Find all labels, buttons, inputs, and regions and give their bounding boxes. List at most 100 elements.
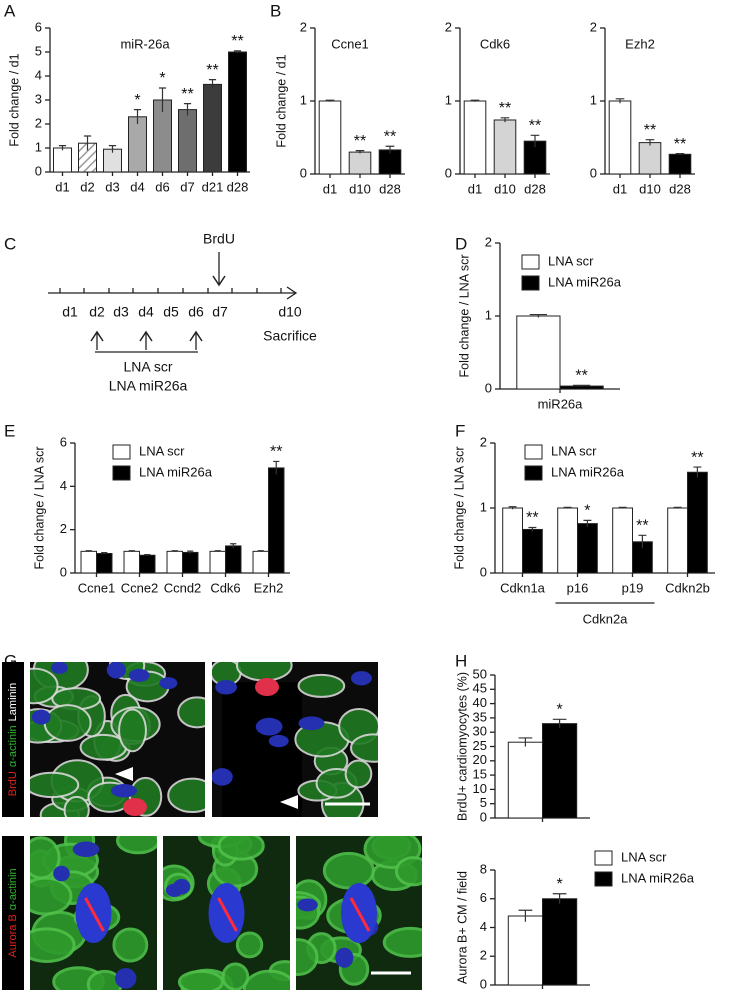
error-bar bbox=[144, 553, 151, 556]
y-tick-label: 6 bbox=[35, 19, 42, 34]
legend-label: LNA miR26a bbox=[548, 274, 622, 289]
y-tick-label: 8 bbox=[480, 861, 487, 876]
myocyte bbox=[344, 759, 373, 789]
micrograph bbox=[30, 662, 205, 817]
bar bbox=[463, 100, 487, 175]
error-bar bbox=[638, 534, 647, 549]
error-bar bbox=[208, 79, 217, 90]
nucleus bbox=[31, 709, 51, 725]
myocyte bbox=[177, 969, 224, 990]
significance-label: * bbox=[556, 702, 562, 719]
legend-label: LNA scr bbox=[621, 849, 667, 864]
bar bbox=[178, 109, 197, 173]
y-tick-label: 1 bbox=[445, 92, 452, 107]
y-tick-label: 10 bbox=[473, 781, 487, 796]
myocyte bbox=[30, 927, 76, 963]
significance-label: ** bbox=[529, 118, 541, 135]
error-bar bbox=[675, 152, 685, 156]
myocyte bbox=[43, 704, 92, 742]
x-tick-label: Ccne1 bbox=[78, 580, 116, 595]
micrograph-content bbox=[30, 662, 205, 817]
x-tick-label: d10 bbox=[349, 181, 371, 196]
timeline-diagram: BrdU Sacrifice LNA scr LNA miR26a bbox=[48, 231, 317, 394]
micrograph-content bbox=[296, 836, 422, 990]
significance-label: ** bbox=[270, 444, 282, 461]
error-bar bbox=[518, 909, 533, 922]
nucleus bbox=[110, 784, 138, 798]
chart-title: Cdk6 bbox=[480, 36, 510, 51]
myocyte bbox=[235, 662, 293, 682]
error-bar bbox=[552, 893, 567, 904]
bar bbox=[123, 550, 140, 574]
y-tick-label: 30 bbox=[473, 724, 487, 739]
stain-name: BrdU bbox=[7, 771, 19, 796]
x-tick-label: d3 bbox=[105, 179, 119, 194]
panel-letter: A bbox=[4, 1, 16, 20]
y-tick-label: 0 bbox=[590, 165, 597, 180]
y-tick-label: 2 bbox=[590, 19, 597, 34]
stain-name: Aurora B bbox=[7, 914, 19, 957]
error-bar bbox=[214, 550, 221, 552]
y-tick-label: 3 bbox=[35, 91, 42, 106]
y-axis-label: Aurora B+ CM / field bbox=[455, 871, 469, 984]
x-tick-label: d28 bbox=[669, 181, 691, 196]
injection-arrowhead bbox=[90, 330, 104, 342]
myocyte bbox=[177, 696, 205, 729]
bar bbox=[225, 545, 242, 574]
error-bar bbox=[645, 139, 655, 146]
x-tick-label: d1 bbox=[468, 181, 482, 196]
y-tick-label: 0 bbox=[480, 564, 487, 579]
micrograph bbox=[296, 836, 422, 990]
y-tick-label: 0 bbox=[445, 165, 452, 180]
significance-label: ** bbox=[691, 449, 703, 466]
myocyte bbox=[30, 771, 80, 799]
x-tick-label: Ccne2 bbox=[121, 580, 159, 595]
y-tick-label: 4 bbox=[60, 478, 67, 493]
bar bbox=[209, 550, 227, 574]
error-bar bbox=[529, 313, 548, 318]
myocyte bbox=[30, 876, 73, 916]
nucleus bbox=[212, 768, 233, 786]
myocyte bbox=[30, 667, 59, 705]
y-tick-label: 2 bbox=[480, 434, 487, 449]
y-tick-label: 0 bbox=[480, 809, 487, 824]
y-axis-label: Fold change / d1 bbox=[274, 54, 288, 147]
bar bbox=[80, 550, 97, 574]
y-tick-label: 2 bbox=[300, 19, 307, 34]
myocyte bbox=[382, 926, 422, 958]
error-bar bbox=[85, 550, 92, 552]
significance-label: ** bbox=[575, 368, 587, 385]
y-tick-label: 1 bbox=[480, 499, 487, 514]
error-bar bbox=[618, 506, 627, 509]
arrowhead-marker bbox=[280, 795, 298, 809]
significance-label: ** bbox=[636, 518, 648, 535]
legend-swatch bbox=[524, 444, 543, 460]
panel-letter: C bbox=[4, 234, 16, 253]
significance-label: ** bbox=[674, 136, 686, 153]
x-tick-label: d2 bbox=[80, 179, 94, 194]
error-bar bbox=[673, 506, 682, 509]
legend-swatch bbox=[524, 465, 543, 481]
day-label: d10 bbox=[278, 304, 302, 320]
y-axis-label: Fold change / LNA scr bbox=[452, 447, 466, 570]
error-bar bbox=[500, 117, 510, 123]
error-bar bbox=[187, 550, 194, 554]
timeline-arrowhead bbox=[286, 286, 298, 300]
bar bbox=[687, 471, 708, 574]
y-tick-label: 0 bbox=[480, 976, 487, 991]
myocyte bbox=[116, 836, 157, 855]
error-bar bbox=[128, 550, 135, 552]
panel-letter: F bbox=[455, 421, 465, 440]
myocyte bbox=[167, 777, 205, 814]
day-label: d2 bbox=[89, 304, 105, 320]
aurora-b bbox=[217, 897, 238, 932]
y-tick-label: 1 bbox=[590, 92, 597, 107]
micrograph bbox=[30, 836, 157, 990]
bar bbox=[166, 550, 184, 574]
legend-label: LNA scr bbox=[548, 253, 594, 268]
legend-label: LNA scr bbox=[139, 443, 185, 458]
error-bar bbox=[530, 134, 540, 147]
y-tick-label: 2 bbox=[60, 521, 67, 536]
x-tick-label: d28 bbox=[379, 181, 401, 196]
